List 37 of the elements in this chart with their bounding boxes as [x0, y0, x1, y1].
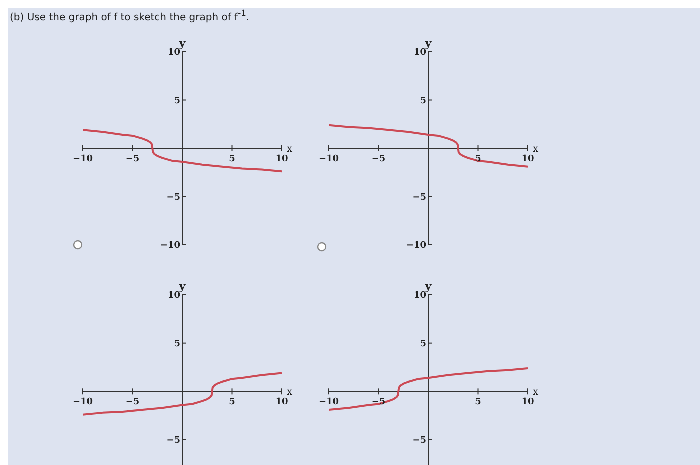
x-tick-label: −5 — [372, 154, 386, 164]
y-axis-title: y — [178, 280, 186, 293]
x-axis-title: x — [533, 144, 539, 156]
y-axis-title: y — [424, 280, 432, 293]
y-tick-label: −5 — [412, 436, 426, 446]
y-tick-label: 5 — [420, 96, 426, 106]
y-axis-title: y — [424, 37, 432, 50]
y-tick-label: 5 — [174, 96, 180, 106]
y-tick-label: 10 — [414, 48, 426, 58]
x-tick-label: 5 — [229, 154, 236, 164]
x-tick-label: 5 — [229, 398, 236, 408]
y-axis-title: y — [178, 37, 186, 50]
y-tick-label: 10 — [414, 291, 426, 301]
x-tick-label: −10 — [318, 154, 340, 164]
x-tick-label: 10 — [522, 398, 534, 408]
x-tick-label: −5 — [126, 398, 140, 408]
y-tick-label: −10 — [160, 241, 180, 251]
y-tick-label: 5 — [420, 339, 426, 350]
y-tick-label: 5 — [174, 339, 180, 350]
x-tick-label: 10 — [276, 154, 288, 164]
chart-title: (b) Use the graph of f to sketch the graph of f$^{-1}$. — [10, 8, 250, 24]
x-tick-label: 10 — [522, 154, 534, 164]
x-axis-title: x — [287, 144, 293, 156]
x-tick-label: −10 — [72, 154, 94, 164]
y-tick-label: 10 — [168, 291, 180, 301]
x-tick-label: −5 — [126, 154, 140, 164]
x-tick-label: 10 — [276, 398, 288, 408]
x-tick-label: −10 — [72, 398, 94, 408]
y-tick-label: −5 — [412, 192, 426, 203]
x-tick-label: 5 — [475, 398, 482, 408]
y-tick-label: −5 — [166, 436, 180, 446]
y-tick-label: −5 — [166, 192, 180, 203]
x-axis-title: x — [287, 387, 293, 398]
x-tick-label: −10 — [318, 398, 340, 408]
x-axis-title: x — [533, 387, 539, 398]
y-tick-label: −10 — [406, 241, 426, 251]
y-tick-label: 10 — [168, 48, 180, 58]
